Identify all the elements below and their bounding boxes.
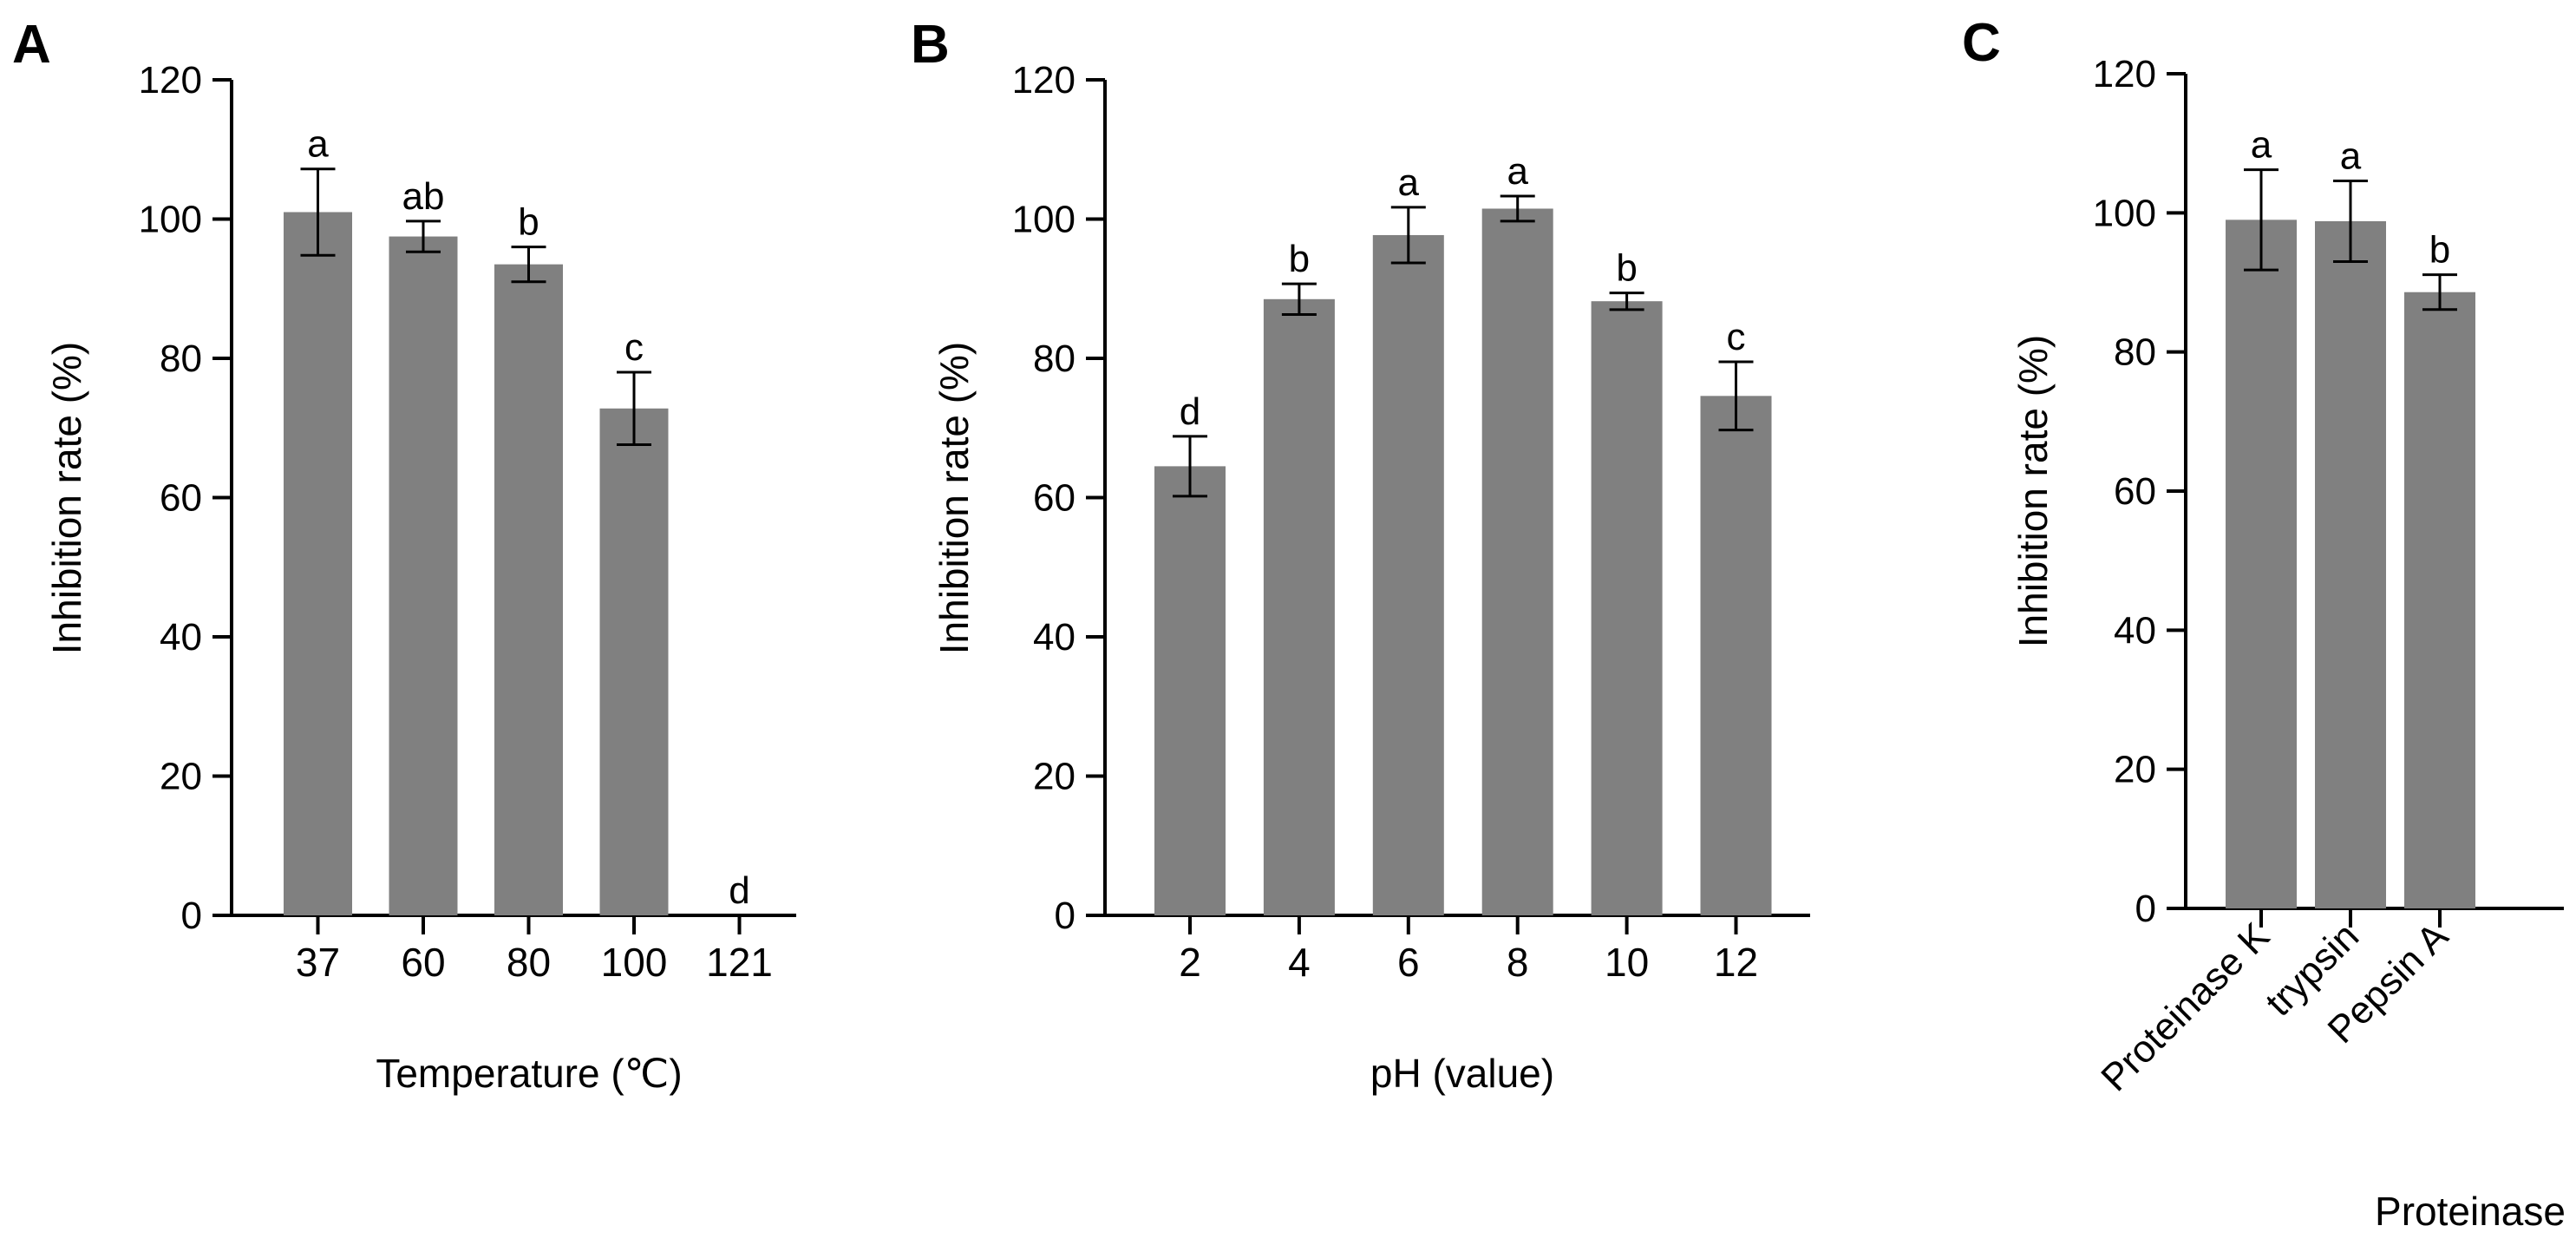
- bar: [2404, 292, 2475, 908]
- y-tick-label: 0: [1055, 895, 1076, 937]
- panel-label: A: [12, 15, 51, 75]
- x-tick-label: 121: [706, 940, 773, 985]
- y-tick-label: 100: [2093, 192, 2156, 234]
- y-axis-label: Inhibition rate (%): [932, 342, 977, 655]
- bar: [1263, 298, 1335, 916]
- y-tick-label: 40: [1033, 616, 1076, 659]
- x-tick-label: 100: [601, 940, 668, 985]
- bar: [1700, 396, 1772, 916]
- bar: [2315, 220, 2386, 908]
- panel-a: A 0 20 40 60 80 100 120 Inhibition rate (%) Tempe…: [12, 15, 796, 1096]
- significance-label: a: [307, 123, 329, 166]
- x-tick-label: 2: [1179, 940, 1201, 985]
- y-tick-label: 60: [1033, 477, 1076, 520]
- bar: [389, 236, 458, 915]
- y-tick-label: 80: [1033, 338, 1076, 380]
- y-tick-label: 0: [2135, 888, 2156, 930]
- x-axis-label: Proteinase: [2375, 1189, 2566, 1234]
- x-tick-label: 12: [1714, 940, 1758, 985]
- y-tick-label: 0: [181, 895, 202, 937]
- x-tick-label: 8: [1507, 940, 1529, 985]
- significance-label: d: [729, 869, 749, 912]
- bar: [2226, 220, 2297, 909]
- significance-label: a: [2340, 134, 2362, 177]
- significance-label: b: [518, 201, 539, 244]
- significance-label: c: [1727, 316, 1746, 358]
- significance-label: b: [1289, 238, 1310, 280]
- x-axis-label: pH (value): [1370, 1051, 1554, 1096]
- y-tick-label: 120: [139, 59, 202, 102]
- panel-b: B 0 20 40 60 80 100 120 Inhibition rate (%) pH (v…: [911, 15, 1810, 1096]
- y-tick-label: 100: [139, 199, 202, 241]
- bar: [1154, 466, 1226, 915]
- y-axis-label: Inhibition rate (%): [2010, 335, 2056, 648]
- y-tick-label: 40: [2114, 609, 2156, 652]
- bar: [1591, 301, 1663, 915]
- x-tick-label: 6: [1397, 940, 1420, 985]
- significance-label: ab: [402, 175, 445, 218]
- bar: [284, 212, 352, 916]
- x-tick-label: 37: [296, 940, 340, 985]
- x-tick-label: Proteinase K: [2093, 914, 2278, 1099]
- significance-label: a: [2251, 124, 2272, 167]
- y-tick-label: 120: [1012, 59, 1076, 102]
- bar: [1372, 234, 1444, 915]
- x-axis-label: Temperature (℃): [376, 1051, 682, 1096]
- y-tick-label: 20: [2114, 749, 2156, 791]
- x-tick-label: 4: [1288, 940, 1311, 985]
- y-tick-label: 80: [160, 338, 202, 380]
- y-tick-label: 20: [160, 756, 202, 798]
- significance-label: d: [1180, 390, 1200, 433]
- y-axis-label: Inhibition rate (%): [44, 342, 89, 655]
- bar: [1481, 208, 1553, 915]
- y-tick-label: 40: [160, 616, 202, 659]
- significance-label: b: [1616, 247, 1637, 290]
- y-tick-label: 80: [2114, 331, 2156, 374]
- significance-label: c: [624, 326, 644, 369]
- panel-label: C: [1962, 13, 2001, 73]
- panel-label: B: [911, 15, 950, 75]
- x-tick-label: 60: [401, 940, 445, 985]
- y-tick-label: 60: [160, 477, 202, 520]
- panel-c: C 0 20 40 60 80 100 120 Inhibition rate (%) Prote…: [1962, 13, 2566, 1234]
- significance-label: b: [2429, 229, 2450, 272]
- y-tick-label: 60: [2114, 470, 2156, 513]
- x-tick-label: 80: [507, 940, 551, 985]
- significance-label: a: [1398, 161, 1420, 204]
- significance-label: a: [1507, 150, 1528, 193]
- y-tick-label: 120: [2093, 53, 2156, 95]
- x-tick-label: 10: [1605, 940, 1649, 985]
- y-tick-label: 100: [1012, 199, 1076, 241]
- y-tick-label: 20: [1033, 756, 1076, 798]
- bar: [599, 408, 669, 915]
- bar: [494, 264, 563, 916]
